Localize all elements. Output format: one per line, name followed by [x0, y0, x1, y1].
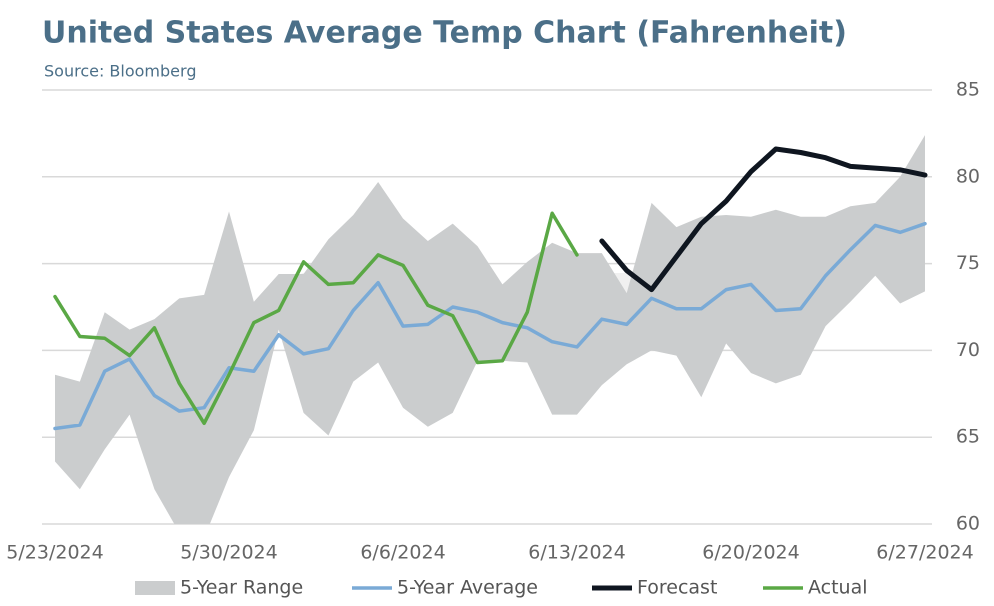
range-band: [55, 135, 925, 524]
chart-title: United States Average Temp Chart (Fahren…: [42, 16, 847, 51]
legend-label: 5-Year Average: [397, 577, 538, 599]
legend-swatch: [135, 581, 175, 595]
y-tick-label: 60: [956, 513, 980, 535]
y-tick-label: 70: [956, 339, 980, 361]
series-line: [53, 221, 927, 431]
y-tick-label: 75: [956, 252, 980, 274]
legend-label: Actual: [808, 577, 868, 599]
x-tick-label: 6/6/2024: [360, 542, 445, 564]
series-line: [53, 211, 579, 426]
x-tick-label: 6/27/2024: [876, 542, 973, 564]
x-tick-label: 6/13/2024: [528, 542, 625, 564]
series-line: [599, 146, 928, 293]
y-tick-label: 85: [956, 79, 980, 101]
chart-subtitle: Source: Bloomberg: [44, 62, 196, 81]
legend-label: 5-Year Range: [180, 577, 303, 599]
y-tick-label: 65: [956, 426, 980, 448]
x-tick-label: 5/23/2024: [6, 542, 103, 564]
x-tick-label: 6/20/2024: [702, 542, 799, 564]
y-tick-label: 80: [956, 165, 980, 187]
x-tick-label: 5/30/2024: [180, 542, 277, 564]
legend-label: Forecast: [637, 577, 717, 599]
